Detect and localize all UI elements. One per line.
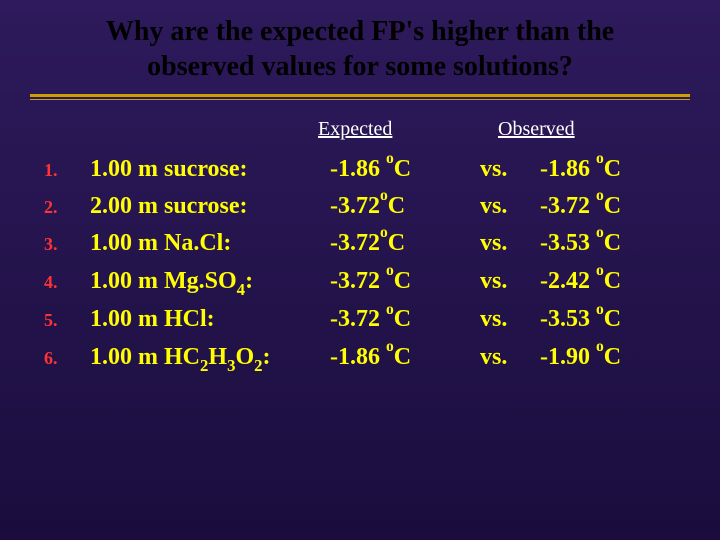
row-number: 6. (44, 345, 90, 373)
list-item: 6.1.00 m HC2H3O2:-1.86 oC vs.-1.90 oC (44, 339, 690, 378)
solution-label: 1.00 m sucrose: (90, 151, 330, 188)
vs-label: vs. (480, 301, 540, 338)
observed-value: -3.53 oC (540, 225, 690, 262)
title-line-2: observed values for some solutions? (30, 49, 690, 84)
vs-label: vs. (480, 339, 540, 376)
slide-title: Why are the expected FP's higher than th… (30, 14, 690, 84)
observed-value: -3.53 oC (540, 301, 690, 338)
row-number: 2. (44, 194, 90, 222)
observed-value: -1.86 oC (540, 151, 690, 188)
solution-label: 1.00 m HC2H3O2: (90, 339, 330, 378)
row-number: 5. (44, 307, 90, 335)
solution-label: 1.00 m Na.Cl: (90, 225, 330, 262)
row-number: 1. (44, 157, 90, 185)
header-observed: Observed (498, 118, 690, 141)
vs-label: vs. (480, 188, 540, 225)
solution-label: 2.00 m sucrose: (90, 188, 330, 225)
header-expected: Expected (318, 118, 498, 141)
slide: Why are the expected FP's higher than th… (0, 0, 720, 540)
list-item: 1.1.00 m sucrose:-1.86 oCvs.-1.86 oC (44, 151, 690, 188)
vs-label: vs. (480, 263, 540, 300)
observed-value: -1.90 oC (540, 339, 690, 376)
solution-label: 1.00 m Mg.SO4: (90, 263, 330, 302)
expected-value: -3.72oC (330, 188, 480, 225)
expected-value: -3.72 oC (330, 263, 480, 300)
row-number: 4. (44, 269, 90, 297)
observed-value: -2.42 oC (540, 263, 690, 300)
row-number: 3. (44, 231, 90, 259)
vs-label: vs. (480, 151, 540, 188)
expected-value: -1.86 oC (330, 339, 480, 376)
list-item: 5.1.00 m HCl:-3.72 oCvs. -3.53 oC (44, 301, 690, 338)
observed-value: -3.72 oC (540, 188, 690, 225)
expected-value: -1.86 oC (330, 151, 480, 188)
data-rows: 1.1.00 m sucrose:-1.86 oCvs.-1.86 oC2.2.… (30, 151, 690, 377)
column-headers: Expected Observed (30, 118, 690, 141)
list-item: 3.1.00 m Na.Cl:-3.72oCvs.-3.53 oC (44, 225, 690, 262)
title-line-1: Why are the expected FP's higher than th… (30, 14, 690, 49)
list-item: 2.2.00 m sucrose:-3.72oCvs.-3.72 oC (44, 188, 690, 225)
rule-thick (30, 94, 690, 97)
expected-value: -3.72oC (330, 225, 480, 262)
header-spacer (90, 118, 318, 141)
rule-thin (30, 99, 690, 100)
list-item: 4.1.00 m Mg.SO4:-3.72 oCvs.-2.42 oC (44, 263, 690, 302)
vs-label: vs. (480, 225, 540, 262)
solution-label: 1.00 m HCl: (90, 301, 330, 338)
title-rule (30, 94, 690, 100)
expected-value: -3.72 oC (330, 301, 480, 338)
